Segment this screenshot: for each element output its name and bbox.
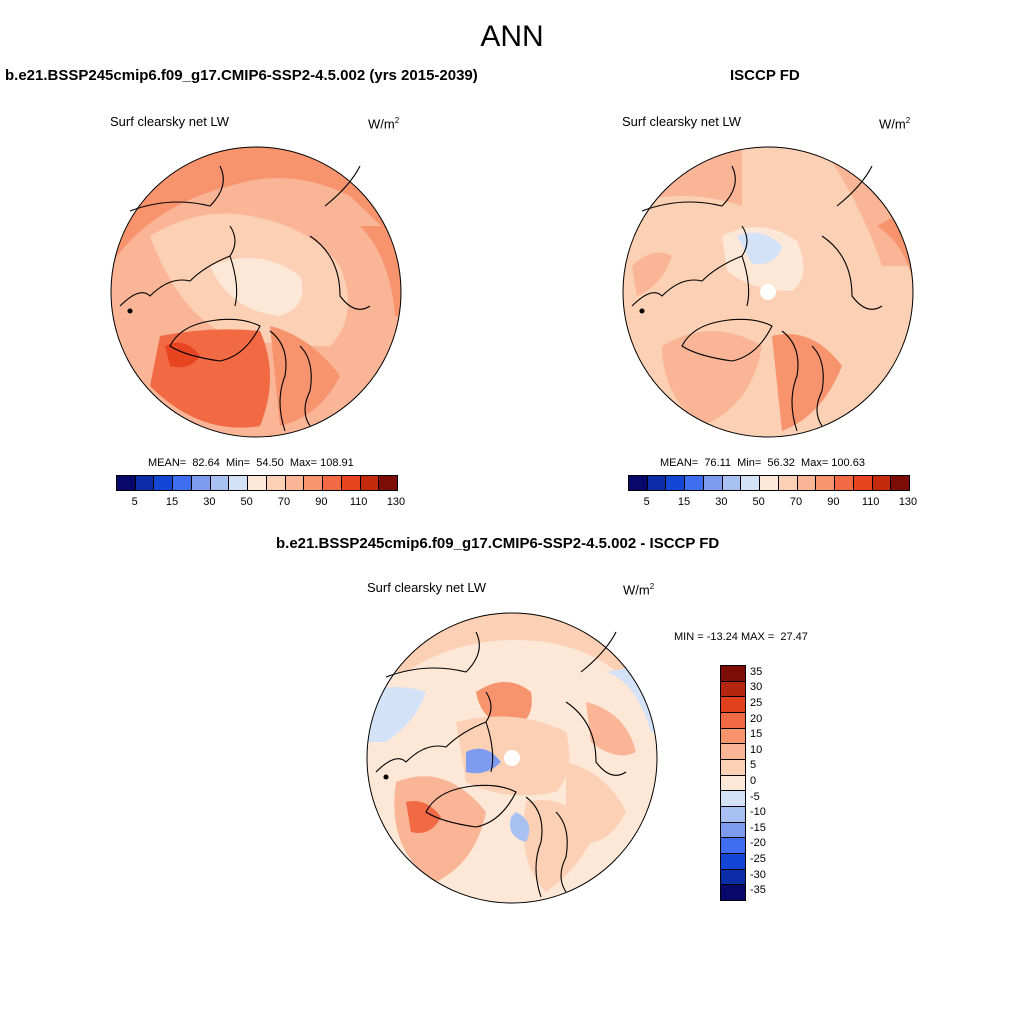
- model-colorbar-box: [304, 476, 324, 490]
- model-colorbar-tick-label: 130: [386, 496, 406, 508]
- model-colorbar-box: [229, 476, 249, 490]
- obs-colorbar-box: [872, 476, 892, 490]
- model-colorbar-box: [210, 476, 230, 490]
- model-colorbar-box: [135, 476, 155, 490]
- obs-colorbar-box: [797, 476, 817, 490]
- obs-colorbar-box: [741, 476, 761, 490]
- obs-colorbar-tick-label: 110: [861, 496, 880, 508]
- model-colorbar-box: [248, 476, 267, 490]
- diff-colorbar-box: [721, 760, 745, 776]
- model-stats: MEAN= 82.64 Min= 54.50 Max= 108.91: [148, 457, 354, 469]
- model-colorbar-box: [379, 476, 398, 490]
- diff-colorbar-box: [721, 681, 745, 698]
- figure-title: ANN: [480, 20, 544, 53]
- model-colorbar-tick-label: 30: [203, 496, 216, 508]
- diff-colorbar-tick-label: -15: [750, 821, 766, 834]
- obs-colorbar-box: [629, 476, 648, 490]
- model-colorbar-box: [323, 476, 342, 490]
- diff-colorbar-tick-label: -30: [750, 868, 766, 881]
- obs-colorbar-tick-label: 130: [898, 496, 918, 508]
- diff-colorbar-box: [721, 869, 745, 886]
- obs-colorbar-box: [891, 476, 910, 490]
- diff-colorbar-ticks: 35 30 25 20 15 10 5 0 -5 -10 -15 -20 -25 -30 -35: [750, 665, 790, 899]
- obs-colorbar-box: [666, 476, 686, 490]
- model-colorbar-box: [266, 476, 286, 490]
- obs-colorbar-box: [778, 476, 798, 490]
- model-variable-label: Surf clearsky net LW: [110, 114, 229, 129]
- model-colorbar-box: [341, 476, 361, 490]
- diff-colorbar-box: [721, 713, 745, 729]
- model-panel-title: b.e21.BSSP245cmip6.f09_g17.CMIP6-SSP2-4.…: [5, 67, 478, 84]
- diff-colorbar-tick-label: -5: [750, 790, 760, 803]
- diff-colorbar-tick-label: 15: [750, 728, 763, 741]
- obs-colorbar-tick-label: 5: [643, 496, 650, 508]
- diff-colorbar-box: [721, 728, 745, 745]
- model-colorbar-tick-label: 110: [349, 496, 368, 508]
- obs-colorbar: [628, 475, 910, 491]
- model-colorbar-box: [117, 476, 136, 490]
- obs-colorbar-box: [703, 476, 723, 490]
- diff-colorbar-box: [721, 697, 745, 714]
- obs-colorbar-box: [816, 476, 836, 490]
- diff-colorbar-box: [721, 885, 745, 901]
- model-colorbar-tick-label: 70: [277, 496, 291, 508]
- diff-polar-map: [366, 612, 658, 904]
- diff-colorbar-tick-label: 20: [750, 712, 763, 725]
- model-colorbar-tick-label: 5: [131, 496, 138, 508]
- diff-colorbar-tick-label: 30: [750, 681, 763, 694]
- diff-colorbar-box: [721, 838, 745, 855]
- diff-colorbar-box: [721, 744, 745, 761]
- obs-colorbar-box: [853, 476, 873, 490]
- diff-colorbar-box: [721, 775, 745, 792]
- diff-colorbar-tick-label: -20: [750, 837, 766, 850]
- model-colorbar-box: [191, 476, 211, 490]
- model-polar-map: [110, 146, 402, 438]
- model-colorbar-tick-label: 50: [240, 496, 253, 508]
- obs-panel-title: ISCCP FD: [730, 67, 800, 84]
- obs-colorbar-box: [647, 476, 667, 490]
- obs-colorbar-box: [760, 476, 779, 490]
- diff-colorbar-tick-label: -10: [750, 806, 766, 819]
- obs-colorbar-tick-label: 30: [715, 496, 728, 508]
- obs-colorbar-box: [722, 476, 742, 490]
- model-units-label: W/m2: [368, 116, 400, 132]
- diff-panel-title: b.e21.BSSP245cmip6.f09_g17.CMIP6-SSP2-4.…: [276, 535, 720, 552]
- obs-colorbar-box: [685, 476, 704, 490]
- diff-colorbar-tick-label: 10: [750, 743, 763, 756]
- diff-variable-label: Surf clearsky net LW: [367, 580, 486, 595]
- obs-stats: MEAN= 76.11 Min= 56.32 Max= 100.63: [660, 457, 865, 469]
- diff-stats: MIN = -13.24 MAX = 27.47: [674, 631, 808, 643]
- obs-colorbar-tick-label: 70: [789, 496, 803, 508]
- diff-colorbar-tick-label: 0: [750, 775, 757, 787]
- diff-colorbar-box: [721, 807, 745, 823]
- model-colorbar-box: [154, 476, 174, 490]
- obs-colorbar-tick-label: 50: [752, 496, 765, 508]
- model-colorbar-tick-label: 15: [165, 496, 179, 508]
- diff-colorbar-tick-label: -25: [750, 853, 766, 865]
- diff-colorbar-box: [721, 666, 745, 682]
- model-colorbar-box: [285, 476, 305, 490]
- diff-colorbar-box: [721, 854, 745, 870]
- diff-units-label: W/m2: [623, 582, 655, 598]
- obs-colorbar-box: [835, 476, 854, 490]
- diff-colorbar-tick-label: -35: [750, 884, 766, 897]
- model-colorbar-ticks: 5 15 30 50 70 90 110 130: [116, 496, 406, 510]
- diff-colorbar-box: [721, 822, 745, 839]
- obs-units-label: W/m2: [879, 116, 911, 132]
- model-colorbar: [116, 475, 398, 491]
- model-colorbar-tick-label: 90: [315, 496, 328, 508]
- obs-colorbar-tick-label: 90: [827, 496, 840, 508]
- diff-colorbar-tick-label: 5: [750, 759, 757, 772]
- diff-colorbar-tick-label: 35: [750, 665, 763, 678]
- model-colorbar-box: [360, 476, 380, 490]
- obs-variable-label: Surf clearsky net LW: [622, 114, 741, 129]
- diff-colorbar-box: [721, 791, 745, 808]
- diff-colorbar-tick-label: 25: [750, 697, 763, 709]
- obs-colorbar-tick-label: 15: [677, 496, 691, 508]
- obs-polar-map: [622, 146, 914, 438]
- diff-colorbar: [720, 665, 746, 901]
- model-colorbar-box: [173, 476, 192, 490]
- obs-colorbar-ticks: 5 15 30 50 70 90 110 130: [628, 496, 918, 510]
